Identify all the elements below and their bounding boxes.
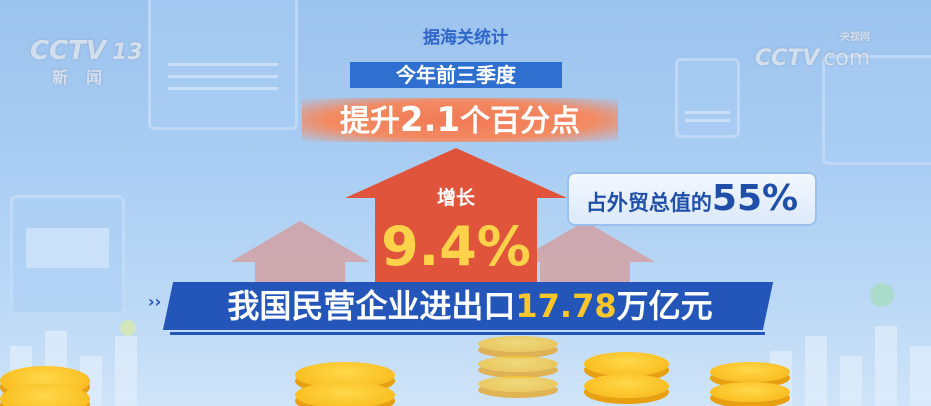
source-label: 据海关统计	[423, 28, 508, 48]
arrow-right	[515, 221, 655, 300]
bg-document	[822, 55, 931, 165]
headline-suffix: 万亿元	[616, 287, 713, 325]
channel-logo-text: CCTV	[30, 36, 107, 66]
headline-prefix: 我国民营企业进出口	[227, 287, 516, 325]
site-domain: com	[823, 46, 871, 71]
chevron-icon: ››	[148, 292, 162, 311]
period-banner: 今年前三季度	[350, 62, 562, 88]
growth-value: 9.4%	[381, 215, 531, 278]
bg-dot	[120, 320, 136, 336]
growth-label: 增长	[436, 187, 475, 209]
site-logo-text: CCTV	[755, 46, 820, 71]
cctv13-logo: CCTV 13 新闻	[30, 36, 143, 88]
share-label: 占外贸总值的	[585, 191, 712, 215]
headline-underline	[170, 332, 765, 335]
headline-value: 17.78	[515, 287, 617, 325]
rise-prefix: 提升	[339, 104, 400, 139]
bg-document	[148, 0, 298, 130]
channel-number: 13	[112, 40, 143, 65]
arrow-main	[345, 148, 567, 300]
bg-dot	[870, 283, 894, 307]
rise-banner: 提升2.1个百分点	[302, 98, 618, 142]
channel-name: 新闻	[52, 68, 121, 87]
headline-text: 我国民营企业进出口17.78万亿元	[175, 282, 765, 330]
rise-value: 2.1	[399, 100, 461, 140]
rise-suffix: 个百分点	[460, 104, 581, 139]
share-box: 占外贸总值的55%	[567, 172, 817, 226]
cctv-com-logo: 央视网 CCTV com	[755, 32, 885, 72]
arrow-left	[230, 221, 370, 300]
bg-document	[10, 195, 125, 315]
bg-clipboard	[675, 58, 740, 138]
site-name: 央视网	[840, 32, 870, 43]
share-value: 55%	[711, 178, 799, 219]
